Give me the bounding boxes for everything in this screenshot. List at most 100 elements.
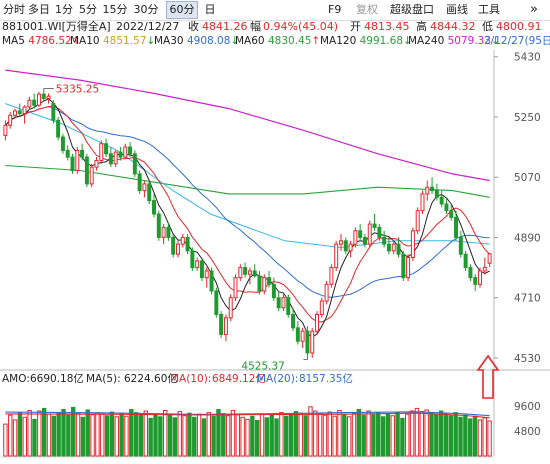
candle-body (487, 253, 492, 264)
candle-body (108, 153, 113, 165)
volume-bar (109, 411, 115, 457)
candle-body (22, 106, 27, 115)
f9-button[interactable]: F9 (328, 3, 342, 16)
volume-bar (463, 414, 468, 457)
candle-body (257, 275, 262, 292)
high-value: 4844.32 (430, 20, 476, 33)
candle-body (252, 270, 257, 277)
candle-body (36, 93, 41, 106)
candle-body (171, 236, 176, 255)
index-code: 881001.WI[万得全A] (2, 20, 111, 33)
volume-bar (90, 414, 95, 457)
volume-bar (240, 416, 245, 457)
restore-rights-button[interactable]: 复权 (356, 3, 378, 16)
candle-body (99, 143, 104, 161)
volume-bar (371, 414, 376, 457)
change-value: 0.94%(45.04) (263, 20, 339, 33)
candle-body (267, 277, 272, 285)
volume-bar (332, 415, 337, 457)
low-price-label: 4525.37 (241, 361, 284, 373)
volume-bar (172, 417, 178, 457)
candle-body (358, 230, 363, 238)
volume-bar (124, 415, 129, 457)
tab-日[interactable]: 日 (204, 3, 216, 16)
volume-bar (162, 409, 168, 457)
candle-body (156, 213, 161, 238)
candle-body (223, 317, 228, 336)
volume-bar (254, 419, 260, 457)
candle-body (147, 183, 152, 202)
draw-line-button[interactable]: 画线 (446, 3, 468, 16)
candle-body (80, 149, 85, 158)
candle-body (238, 267, 243, 279)
candle-body (262, 277, 267, 292)
candle-body (377, 226, 382, 238)
candle-body (128, 146, 133, 155)
volume-bar (477, 419, 483, 457)
candle-body (468, 267, 473, 279)
volume-bar (366, 410, 371, 457)
ma-legend-ma30: MA30 4908.08↓ (154, 34, 239, 48)
volume-bar (216, 408, 221, 457)
candle-body (295, 327, 300, 342)
candle-body (161, 226, 166, 238)
candle-body (243, 267, 248, 275)
volume-bar (337, 409, 342, 457)
quote-date: 2022/12/27 (116, 20, 180, 33)
ma-legend-ma60: MA60 4830.45↑ (235, 34, 320, 48)
candle-body (396, 243, 401, 255)
volume-bar (400, 417, 405, 457)
high-label: 高 (416, 20, 427, 33)
candle-body (123, 146, 128, 158)
ma-value: 4991.68 (359, 35, 404, 47)
candle-body (391, 243, 396, 252)
ma-date: 2/12/27(95日) (484, 35, 550, 47)
candle-body (46, 95, 51, 100)
volume-bar (448, 415, 454, 457)
volume-bar (322, 414, 328, 457)
volume-bar (167, 414, 173, 457)
candle-body (334, 243, 339, 269)
candle-body (175, 243, 180, 255)
arrow-up-icon: ↑ (71, 35, 81, 47)
vol-ma20-label: MA(20): (257, 373, 299, 385)
volume-bar (211, 415, 216, 457)
volume-bar (100, 413, 105, 457)
tab-1分[interactable]: 1分 (55, 3, 73, 16)
candle-body (478, 270, 483, 285)
volume-bar (429, 412, 434, 457)
tab-分时[interactable]: 分时 (3, 3, 25, 16)
tools-button[interactable]: 工具 (478, 3, 500, 16)
candle-body (458, 236, 463, 255)
volume-bar (434, 414, 439, 457)
super-orderbook-button[interactable]: 超级盘口 (390, 3, 434, 16)
ma-legend-ma120: MA120 4991.68↓ (320, 34, 412, 48)
candle-body (406, 257, 411, 279)
tab-5分[interactable]: 5分 (79, 3, 97, 16)
open-label: 开 (350, 20, 361, 33)
chevron-double-right-icon[interactable]: » (530, 2, 538, 17)
candle-body (142, 183, 147, 192)
candle-body (190, 250, 195, 269)
candle-body (310, 330, 315, 354)
y-tick-label: 5070 (514, 172, 541, 184)
candle-body (410, 230, 415, 259)
ma-label: MA240 (408, 35, 448, 47)
tab-30分[interactable]: 30分 (133, 3, 159, 16)
tab-15分[interactable]: 15分 (102, 3, 128, 16)
candle-body (362, 236, 367, 245)
vol-ma20-value: 8157.35亿 (299, 373, 353, 385)
candle-body (281, 297, 286, 309)
change-label: 幅 (250, 20, 261, 33)
candle-body (271, 283, 276, 299)
tab-60分[interactable]: 60分 (166, 1, 198, 19)
candle-body (338, 240, 343, 245)
ma60-line (5, 103, 490, 249)
volume-bar (482, 417, 487, 457)
tab-多日[interactable]: 多日 (28, 3, 50, 16)
candle-body (348, 243, 353, 252)
candle-body (104, 143, 109, 155)
candle-body (70, 156, 75, 172)
arrow-down-icon: ↓ (491, 35, 500, 47)
volume-bar (56, 412, 61, 457)
